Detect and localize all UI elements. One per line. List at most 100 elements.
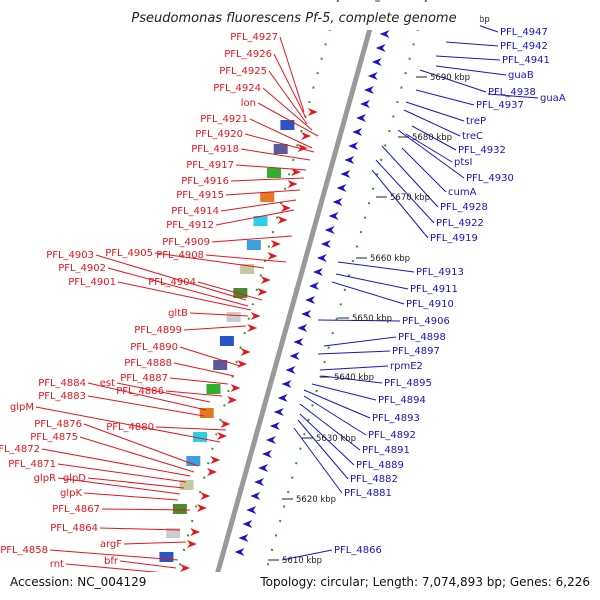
gene-arrow-icon bbox=[301, 310, 312, 318]
gene-arrow-icon bbox=[180, 564, 191, 572]
gene-label-left: PFL_4924 bbox=[213, 83, 261, 94]
gene-arrow-icon bbox=[269, 422, 280, 430]
gene-label-right: PFL_4892 bbox=[368, 430, 416, 441]
gene-arrow-icon bbox=[190, 528, 201, 536]
kbp-label: 5680 kbp bbox=[412, 133, 452, 143]
gene-label-left: PFL_4904 bbox=[148, 277, 196, 288]
gene-box bbox=[266, 168, 281, 178]
gene-arrow-icon bbox=[280, 204, 291, 212]
left-leader-line bbox=[101, 508, 191, 511]
left-leader-line bbox=[240, 148, 311, 161]
gene-label-left: PFL_4920 bbox=[195, 129, 243, 140]
gene-arrow-icon bbox=[257, 288, 268, 296]
gene-label-left: PFL_4927 bbox=[230, 32, 278, 43]
right-leader-line bbox=[381, 145, 439, 208]
map-title: Pseudomonas fluorescens Pf-5, complete g… bbox=[131, 11, 456, 26]
left-leader-line bbox=[87, 477, 185, 489]
accession-text: Accession: NC_004129 bbox=[10, 575, 146, 589]
left-leader-line bbox=[268, 70, 308, 125]
gene-arrow-icon bbox=[206, 468, 217, 476]
gene-box bbox=[246, 240, 261, 250]
gene-arrow-icon bbox=[230, 384, 241, 392]
gene-label-left: PFL_4903 bbox=[46, 250, 94, 261]
left-leader-line bbox=[215, 209, 295, 226]
left-leader-line bbox=[173, 362, 235, 377]
footer-bg bbox=[0, 572, 600, 600]
left-leader-line bbox=[220, 199, 297, 212]
gene-box bbox=[233, 288, 248, 298]
gene-arrow-icon bbox=[340, 170, 351, 178]
gene-arrow-icon bbox=[287, 180, 298, 188]
left-leader-line bbox=[49, 549, 179, 561]
gene-arrow-icon bbox=[281, 380, 292, 388]
gene-label-left: PFL_4921 bbox=[200, 114, 248, 125]
gene-arrow-icon bbox=[238, 534, 249, 542]
gene-arrow-icon bbox=[186, 540, 197, 548]
gene-box bbox=[179, 480, 194, 490]
right-leader-line bbox=[303, 395, 367, 436]
gene-label-left: PFL_4864 bbox=[50, 523, 98, 534]
gene-label-left: PFL_4872 bbox=[0, 444, 40, 455]
gene-box bbox=[280, 120, 295, 130]
gene-arrow-icon bbox=[324, 226, 335, 234]
left-leader-line bbox=[273, 53, 307, 119]
gene-arrow-icon bbox=[297, 324, 308, 332]
gene-arrow-icon bbox=[242, 520, 253, 528]
gene-label-right: PFL_4866 bbox=[334, 545, 382, 556]
gene-label-right: guaA bbox=[540, 93, 566, 104]
gene-arrow-icon bbox=[200, 492, 211, 500]
gene-label-left: PFL_4876 bbox=[34, 419, 82, 430]
gene-box bbox=[159, 552, 174, 562]
gene-label-left: lon bbox=[241, 98, 256, 109]
right-leader-line bbox=[331, 281, 405, 305]
right-leader-line bbox=[321, 375, 383, 384]
gene-arrow-icon bbox=[360, 100, 370, 108]
gene-arrow-icon bbox=[301, 132, 312, 140]
gene-label-left: est bbox=[100, 378, 115, 389]
genome-backbone bbox=[169, 0, 427, 600]
gene-arrow-icon bbox=[265, 436, 276, 444]
gene-arrow-icon bbox=[250, 312, 261, 320]
topology-text: Topology: circular; Length: 7,074,893 bp… bbox=[259, 575, 590, 589]
gene-label-right: PFL_4897 bbox=[392, 346, 440, 357]
gene-arrow-icon bbox=[379, 30, 390, 38]
gene-arrow-icon bbox=[332, 198, 343, 206]
left-leader-line bbox=[230, 177, 305, 182]
kbp-label: 5670 kbp bbox=[390, 193, 430, 203]
gene-arrow-icon bbox=[227, 396, 238, 404]
right-leader-line bbox=[411, 125, 457, 151]
right-leader-line bbox=[335, 273, 409, 290]
gene-label-left: PFL_4867 bbox=[52, 504, 100, 515]
left-leader-line bbox=[244, 133, 315, 153]
gene-arrow-icon bbox=[237, 360, 248, 368]
gene-label-left: bfr bbox=[104, 556, 119, 567]
left-leader-line bbox=[83, 423, 199, 467]
gene-arrow-icon bbox=[348, 142, 359, 150]
label-leaders bbox=[35, 13, 539, 575]
left-leader-line bbox=[57, 477, 181, 495]
gene-label-right: PFL_4937 bbox=[476, 100, 524, 111]
right-leader-line bbox=[435, 55, 501, 61]
right-leader-line bbox=[337, 261, 415, 273]
gene-label-left: PFL_4916 bbox=[181, 176, 229, 187]
gene-label-left: PFL_4887 bbox=[120, 373, 168, 384]
left-leader-line bbox=[35, 406, 221, 443]
gene-label-right: PFL_4882 bbox=[350, 474, 398, 485]
left-leader-line bbox=[87, 395, 205, 417]
gene-label-right: PFL_4919 bbox=[430, 233, 478, 244]
gene-arrow-icon bbox=[277, 216, 288, 224]
gene-arrow-icon bbox=[320, 240, 331, 248]
gene-box bbox=[199, 408, 214, 418]
gene-arrow-icon bbox=[371, 58, 382, 66]
gene-label-left: PFL_4888 bbox=[124, 358, 172, 369]
gene-label-left: rnt bbox=[50, 559, 64, 570]
right-leader-line bbox=[303, 389, 371, 419]
right-leader-line bbox=[401, 147, 447, 193]
gene-arrow-icon bbox=[260, 276, 271, 284]
gene-label-left: PFL_4886 bbox=[116, 386, 164, 397]
gene-arrow-icon bbox=[352, 128, 363, 136]
gene-arrow-icon bbox=[247, 324, 258, 332]
left-leader-line bbox=[95, 254, 247, 301]
gene-box bbox=[166, 528, 181, 538]
left-leader-line bbox=[257, 102, 319, 137]
